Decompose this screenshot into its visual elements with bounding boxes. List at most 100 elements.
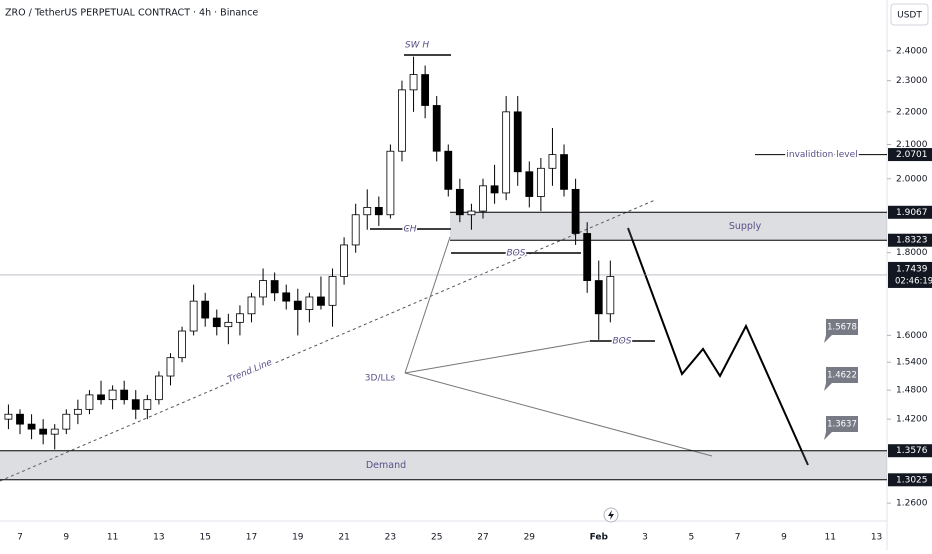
events-icon-bolt	[608, 510, 614, 520]
current-price-label: 1.7439	[896, 264, 928, 274]
candle-body	[259, 280, 267, 298]
annotation: CH	[403, 225, 416, 235]
candle-body	[97, 394, 105, 401]
x-tick-label: 3	[642, 533, 648, 543]
x-tick-label: 25	[431, 533, 442, 543]
target-callout	[824, 367, 858, 391]
current-price-box	[888, 261, 932, 288]
x-tick-label: 15	[199, 533, 210, 543]
target-callout	[824, 319, 858, 343]
x-tick-label: Feb	[590, 533, 609, 543]
invalidation-label: invalidtion level	[786, 150, 857, 160]
ll-line	[404, 340, 591, 374]
price-box-label: 1.3576	[896, 446, 928, 456]
candle-body	[513, 111, 522, 173]
price-box	[888, 148, 932, 162]
candle-body	[212, 317, 221, 328]
ll-line	[404, 372, 713, 457]
countdown-label: 02:46:19	[895, 276, 932, 286]
x-tick-label: 9	[781, 533, 787, 543]
price-box	[888, 473, 932, 487]
y-tick-label: 2.1000	[896, 140, 928, 150]
x-tick-label: 11	[107, 533, 118, 543]
candle-body	[16, 413, 24, 425]
x-tick-label: 17	[246, 533, 257, 543]
candle-body	[536, 167, 545, 197]
price-box-label: 1.8323	[896, 236, 928, 246]
target-callout	[824, 416, 858, 440]
candle-body	[73, 408, 82, 415]
chart-title: ZRO / TetherUS PERPETUAL CONTRACT · 4h ·…	[5, 8, 258, 19]
y-tick-label: 1.8000	[896, 248, 928, 258]
x-tick-label: 9	[63, 533, 69, 543]
candle-body	[166, 357, 175, 377]
y-tick-label: 2.0000	[896, 174, 928, 184]
candle-body	[351, 214, 360, 246]
candle-body	[374, 207, 383, 216]
candle-body	[50, 428, 59, 435]
annotation: BOS	[613, 337, 632, 347]
annotation: SW H	[405, 41, 429, 51]
x-tick-label: 5	[688, 533, 694, 543]
price-box-label: 2.0701	[896, 150, 928, 160]
y-tick-label: 1.4800	[896, 386, 928, 396]
candle-body	[467, 210, 476, 216]
candle-body	[560, 154, 568, 190]
candle-body	[178, 330, 186, 359]
candle-body	[548, 154, 557, 169]
x-tick-label: 11	[825, 533, 836, 543]
annotation: BOS	[507, 249, 526, 259]
demand-zone	[0, 450, 887, 480]
y-tick-label: 1.5400	[896, 358, 928, 368]
x-tick-label: 23	[385, 533, 396, 543]
price-box	[888, 233, 932, 247]
x-tick-label: 7	[735, 533, 741, 543]
candle-body	[293, 300, 302, 310]
candle-body	[201, 300, 210, 319]
candle-body	[317, 296, 325, 306]
candle-body	[386, 150, 395, 216]
y-tick-label: 1.6000	[896, 331, 928, 341]
candle-body	[4, 413, 13, 420]
candle-body	[328, 276, 337, 306]
candle-body	[131, 399, 140, 410]
supply-zone	[450, 212, 887, 241]
x-tick-label: 27	[477, 533, 488, 543]
projection-path	[627, 227, 809, 466]
candle-body	[282, 292, 291, 302]
candle-body	[189, 300, 198, 332]
candle-body	[143, 399, 152, 410]
candle-body	[224, 321, 233, 328]
candle-body	[62, 413, 71, 430]
candle-body	[432, 105, 441, 152]
candle-body	[340, 244, 349, 277]
candle-body	[455, 188, 464, 216]
price-box	[888, 205, 932, 219]
candle-body	[421, 74, 430, 106]
candle-body	[27, 423, 36, 430]
price-box-label: 1.9067	[896, 208, 928, 218]
demand-zone-label: Demand	[366, 460, 406, 471]
candle-body	[409, 74, 418, 91]
price-box	[888, 444, 932, 458]
annotation: 3D/LLs	[365, 374, 396, 384]
candle-body	[236, 313, 244, 323]
price-box-label: 1.3025	[896, 475, 928, 485]
currency: USDT	[897, 11, 922, 21]
candle-body	[594, 280, 603, 315]
candle-body	[525, 171, 534, 197]
x-tick-label: 29	[524, 533, 536, 543]
candle-body	[502, 111, 511, 194]
currency-box[interactable]	[890, 3, 929, 26]
x-tick-label: 19	[292, 533, 304, 543]
trend-line	[0, 199, 656, 482]
target-label: 1.4622	[827, 371, 857, 381]
y-tick-label: 1.4200	[896, 415, 928, 425]
y-tick-label: 2.4000	[896, 46, 928, 56]
candle-body	[583, 233, 592, 281]
candle-body	[606, 276, 615, 315]
x-tick-label: 7	[17, 533, 23, 543]
candle-body	[247, 296, 256, 315]
y-tick-label: 2.2000	[896, 107, 928, 117]
